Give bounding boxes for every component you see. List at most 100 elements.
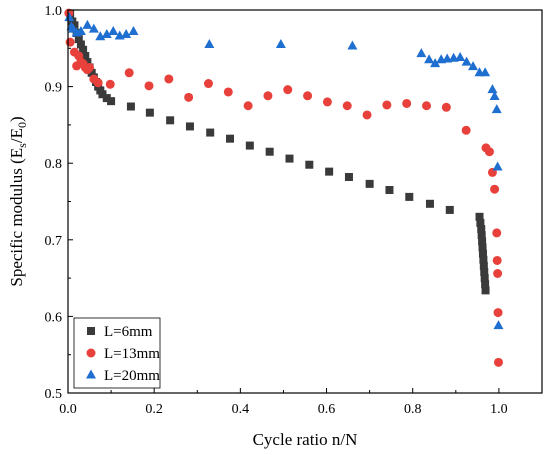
x-axis-ticks: 0.0 0.2 0.4 0.6 0.8 1.0 xyxy=(59,388,543,417)
data-point xyxy=(382,100,392,110)
data-point xyxy=(489,91,500,101)
data-point xyxy=(487,84,498,94)
data-point xyxy=(480,67,491,77)
data-point xyxy=(479,261,488,270)
data-point xyxy=(491,104,502,114)
legend-marker xyxy=(86,348,96,358)
y-tick-label: 0.9 xyxy=(45,81,63,96)
data-point xyxy=(344,172,353,181)
data-point xyxy=(74,35,83,44)
data-point xyxy=(105,79,115,89)
data-point xyxy=(422,101,432,111)
data-point xyxy=(481,286,490,295)
data-point xyxy=(164,74,174,84)
data-point xyxy=(79,45,88,54)
data-point xyxy=(476,218,485,227)
legend-entry: L=6mm xyxy=(87,324,153,340)
data-point xyxy=(245,141,254,150)
data-point xyxy=(347,40,358,50)
data-point xyxy=(263,91,273,101)
data-point xyxy=(185,122,194,131)
data-point xyxy=(475,212,484,221)
data-point xyxy=(128,25,139,35)
series-square xyxy=(66,9,490,295)
data-point xyxy=(424,54,435,64)
data-point xyxy=(144,81,154,91)
y-axis-title-end: ) xyxy=(7,116,26,122)
data-point xyxy=(493,320,504,330)
data-point xyxy=(184,92,194,102)
legend-marker xyxy=(87,327,95,335)
x-tick-label: 0.6 xyxy=(318,402,336,417)
legend-marker xyxy=(86,369,96,379)
data-point xyxy=(145,108,154,117)
data-point xyxy=(405,192,414,201)
y-tick-label: 0.6 xyxy=(45,310,63,325)
data-point xyxy=(76,40,85,49)
y-tick-label: 0.8 xyxy=(45,157,63,172)
data-point xyxy=(445,205,454,214)
data-point xyxy=(425,199,434,208)
data-point xyxy=(126,102,135,111)
x-axis-title: Cycle ratio n/N xyxy=(253,430,358,449)
data-point xyxy=(75,25,86,35)
data-point xyxy=(107,97,116,106)
y-tick-label: 1.0 xyxy=(45,4,63,19)
data-point xyxy=(285,154,294,163)
data-point xyxy=(64,12,75,22)
legend-label: L=13mm xyxy=(104,346,160,362)
data-point xyxy=(478,249,487,258)
data-point xyxy=(70,21,79,30)
legend-label: L=6mm xyxy=(104,324,153,340)
data-point xyxy=(93,78,103,88)
y-tick-label: 0.7 xyxy=(45,234,63,249)
data-point xyxy=(124,68,134,78)
legend-entry: L=20mm xyxy=(86,368,160,384)
data-point xyxy=(206,128,215,137)
data-point xyxy=(468,61,479,71)
x-tick-label: 1.0 xyxy=(490,402,508,417)
data-point xyxy=(83,58,92,67)
x-tick-label: 0.2 xyxy=(145,402,163,417)
data-point xyxy=(493,357,503,367)
x-tick-label: 0.4 xyxy=(232,402,250,417)
data-point xyxy=(493,269,503,279)
data-point xyxy=(493,308,503,318)
y-tick-label: 0.5 xyxy=(45,387,63,402)
data-point xyxy=(492,255,502,265)
data-point xyxy=(455,51,466,61)
data-point xyxy=(480,274,489,283)
x-tick-label: 0.0 xyxy=(59,402,77,417)
data-point xyxy=(226,134,235,143)
data-point xyxy=(402,98,412,108)
data-point xyxy=(85,62,95,72)
data-point xyxy=(166,116,175,125)
y-axis-title: Specific modulus (Es/E0) xyxy=(7,116,29,286)
y-axis-title-sub1: s xyxy=(15,143,29,148)
y-axis-title-sub2: 0 xyxy=(15,122,29,128)
data-point xyxy=(416,48,427,58)
data-point xyxy=(461,56,472,66)
data-point xyxy=(490,184,500,194)
data-point xyxy=(243,101,253,111)
legend-label: L=20mm xyxy=(104,368,160,384)
data-point xyxy=(121,29,132,39)
y-axis-title-main: Specific modulus (E xyxy=(7,148,26,287)
data-marks xyxy=(64,8,504,367)
data-point xyxy=(303,91,313,101)
data-point xyxy=(441,102,451,112)
data-point xyxy=(365,179,374,188)
y-axis-title-mid: /E xyxy=(7,128,26,143)
data-point xyxy=(477,225,486,234)
series-triangle xyxy=(64,12,504,330)
data-point xyxy=(223,87,233,97)
data-point xyxy=(461,125,471,135)
data-point xyxy=(362,110,372,120)
data-point xyxy=(204,38,215,48)
data-point xyxy=(283,85,293,95)
data-point xyxy=(478,237,487,246)
data-point xyxy=(65,37,75,47)
data-point xyxy=(203,79,213,89)
data-point xyxy=(325,167,334,176)
